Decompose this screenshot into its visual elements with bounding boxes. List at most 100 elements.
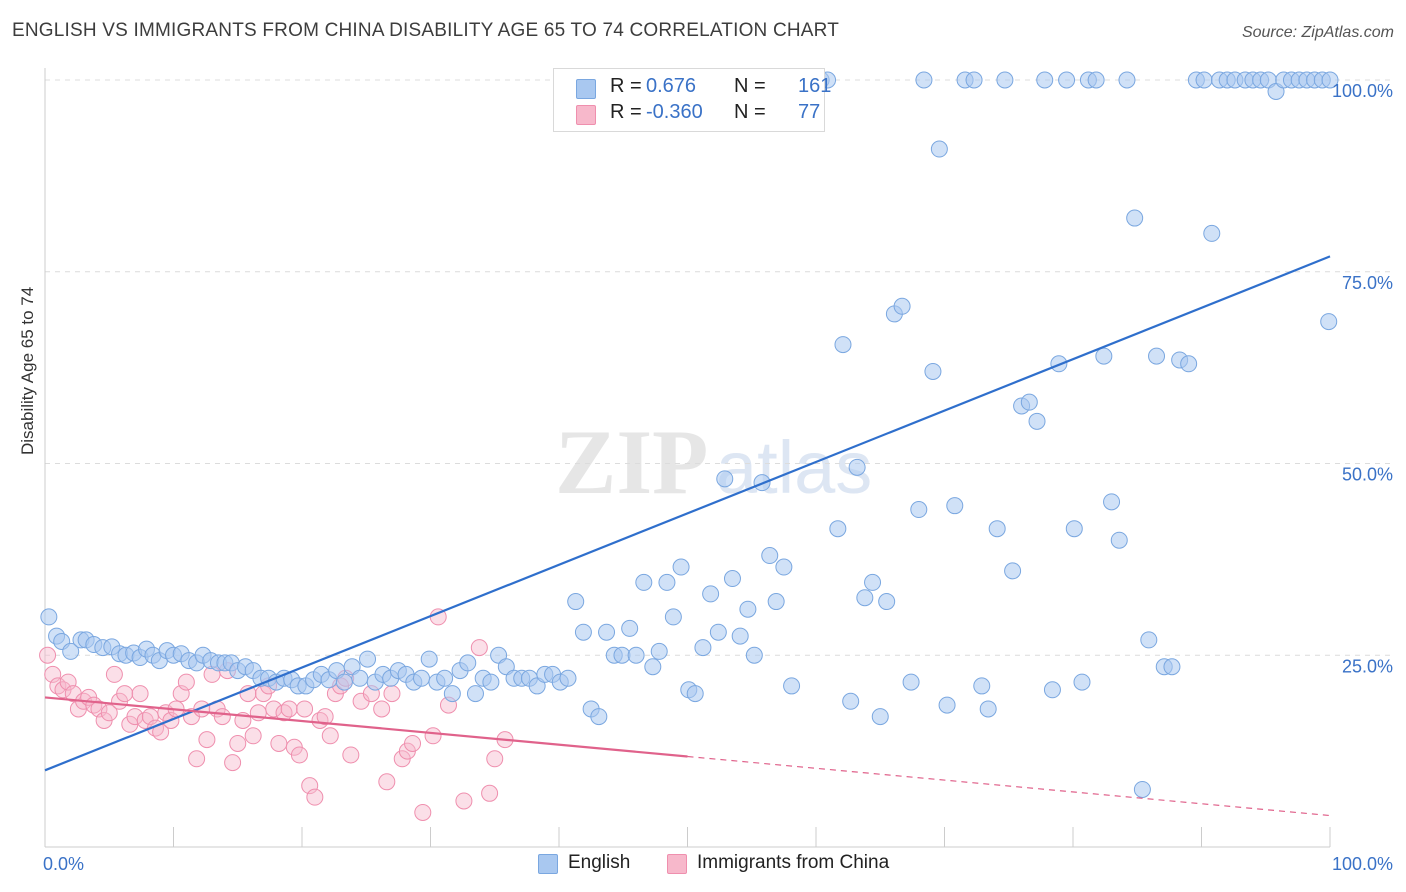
china-point [290,746,308,764]
english-point [686,685,704,703]
english-point [731,627,749,645]
english-point [574,623,592,641]
y-tick-label: 50.0% [1342,465,1393,485]
watermark-atlas: atlas [716,426,872,509]
axes [44,68,1331,848]
english-point [635,573,653,591]
china-point [296,700,314,718]
english-point [559,669,577,687]
legend-label-english: English [568,852,631,873]
english-point [739,600,757,618]
english-point [1321,71,1339,89]
chart-title: ENGLISH VS IMMIGRANTS FROM CHINA DISABIL… [12,20,840,41]
english-point [745,646,763,664]
china-trend-extension [687,755,1331,817]
english-point [1087,71,1105,89]
x-tick-label: 0.0% [43,854,84,874]
china-point [105,665,123,683]
china-point [455,792,473,810]
china-point [131,685,149,703]
x-tick-label: 100.0% [1332,854,1393,874]
r-label: R = [610,101,642,123]
english-point [871,708,889,726]
china-point [414,803,432,821]
y-tick-label: 100.0% [1332,81,1393,101]
china-point [198,731,216,749]
series-legend: English Immigrants from China [0,852,1406,878]
english-point [848,458,866,476]
english-point [893,297,911,315]
china-point [424,727,442,745]
english-point [1133,780,1151,798]
english-swatch [538,854,558,874]
english-point [716,470,734,488]
china-point [481,784,499,802]
china-point [306,788,324,806]
china-trend-line [44,696,688,758]
english-point [902,673,920,691]
english-point [878,593,896,611]
english-point [1126,209,1144,227]
watermark-zip: ZIP [555,411,708,513]
english-point [1004,562,1022,580]
tick-labels: 25.0% 50.0% 75.0% 100.0% 0.0% 100.0% [43,81,1393,874]
english-point [443,685,461,703]
english-point [664,608,682,626]
china-point [486,750,504,768]
english-point [924,362,942,380]
english-point [627,646,645,664]
english-point [482,673,500,691]
english-point [709,623,727,641]
china-point [265,700,283,718]
english-point [1320,313,1338,331]
english-point [1180,355,1198,373]
english-point [1140,631,1158,649]
english-point [973,677,991,695]
watermark: ZIP atlas [555,411,872,513]
english-point [775,558,793,576]
english-point [351,669,369,687]
english-point [621,619,639,637]
source-credit: Source: ZipAtlas.com [1241,24,1394,41]
english-point [436,669,454,687]
english-point [413,669,431,687]
china-point [321,727,339,745]
english-point [1043,681,1061,699]
english-point [658,573,676,591]
english-point [1073,673,1091,691]
y-tick-label: 25.0% [1342,656,1393,676]
r-value: -0.360 [646,101,703,123]
english-swatch [576,79,596,99]
y-tick-label: 75.0% [1342,273,1393,293]
english-point [335,673,353,691]
english-point [62,642,80,660]
english-point [1203,224,1221,242]
english-point [702,585,720,603]
english-point [996,71,1014,89]
n-label: N = [734,75,766,97]
english-point [910,501,928,519]
english-point [459,654,477,672]
english-point [829,520,847,538]
n-label: N = [734,101,766,123]
china-swatch [667,854,687,874]
english-point [946,497,964,515]
english-point [1036,71,1054,89]
china-point [316,708,334,726]
english-point [761,547,779,565]
english-point [598,623,616,641]
china-swatch [576,105,596,125]
china-point [188,750,206,768]
english-point [672,558,690,576]
english-point [783,677,801,695]
china-point [177,673,195,691]
china-point [116,685,134,703]
china-point [270,734,288,752]
english-point [965,71,983,89]
english-point [1118,71,1136,89]
english-point [864,573,882,591]
english-point [650,642,668,660]
n-value: 161 [798,75,832,97]
r-label: R = [610,75,642,97]
